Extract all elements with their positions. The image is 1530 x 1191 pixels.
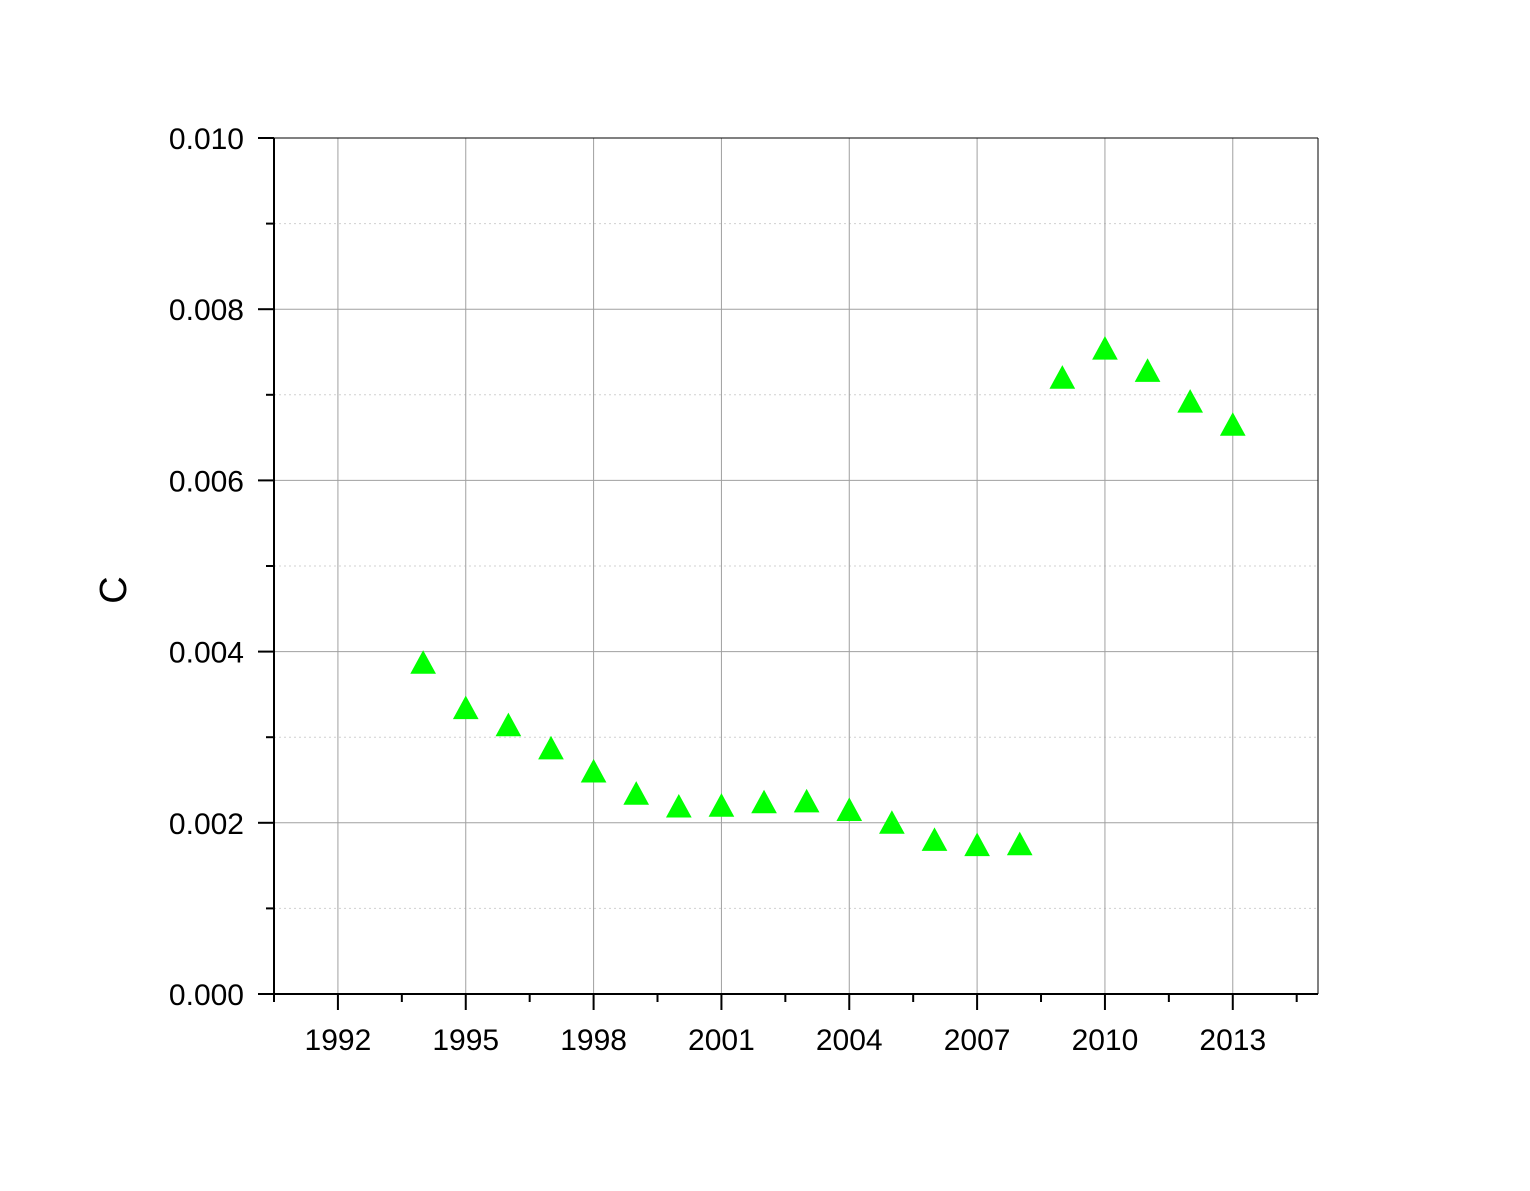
x-tick-label: 1995 bbox=[432, 1024, 499, 1057]
data-point-triangle bbox=[1049, 365, 1076, 389]
data-point-triangle bbox=[538, 735, 564, 760]
y-axis-title: C bbox=[93, 576, 135, 603]
data-point-triangle bbox=[836, 797, 863, 821]
y-axis-ticks: 0.000 0.002 0.004 0.006 0.008 0.010 bbox=[169, 123, 274, 1012]
data-point-triangle bbox=[1134, 358, 1161, 382]
data-point-triangle bbox=[708, 793, 735, 817]
data-point-triangle bbox=[793, 788, 820, 813]
y-tick-label: 0.002 bbox=[169, 808, 244, 841]
data-point-triangle bbox=[751, 789, 777, 814]
y-tick-label: 0.006 bbox=[169, 465, 244, 498]
data-point-triangle bbox=[1219, 412, 1246, 436]
y-tick-label: 0.010 bbox=[169, 123, 244, 156]
x-tick-label: 2013 bbox=[1199, 1024, 1266, 1057]
y-tick-label: 0.008 bbox=[169, 294, 244, 327]
grid bbox=[274, 137, 1318, 994]
data-point-triangle bbox=[580, 758, 607, 783]
x-tick-label: 2004 bbox=[816, 1024, 883, 1057]
x-tick-label: 2007 bbox=[944, 1024, 1011, 1057]
data-point-triangle bbox=[495, 712, 522, 737]
x-tick-label: 1998 bbox=[560, 1024, 627, 1057]
plot-frame bbox=[274, 137, 1319, 994]
x-tick-label: 2001 bbox=[688, 1024, 755, 1057]
data-point-triangle bbox=[452, 695, 479, 720]
y-tick-label: 0.000 bbox=[169, 979, 244, 1012]
y-tick-label: 0.004 bbox=[169, 637, 244, 670]
data-point-triangle bbox=[1006, 831, 1033, 856]
x-tick-label: 1992 bbox=[305, 1024, 372, 1057]
data-point-triangle bbox=[964, 832, 990, 857]
data-point-triangle bbox=[1092, 336, 1118, 360]
data-point-triangle bbox=[879, 810, 905, 834]
x-tick-label: 2010 bbox=[1072, 1024, 1139, 1057]
data-point-triangle bbox=[921, 827, 948, 851]
data-point-triangle bbox=[623, 781, 650, 805]
data-point-triangle bbox=[410, 650, 436, 674]
x-axis-ticks: 1992 1995 1998 2001 2004 2007 2010 2013 bbox=[273, 994, 1298, 1057]
data-point-triangle bbox=[665, 794, 692, 818]
data-point-triangle bbox=[1177, 389, 1204, 413]
data-points bbox=[410, 336, 1246, 857]
